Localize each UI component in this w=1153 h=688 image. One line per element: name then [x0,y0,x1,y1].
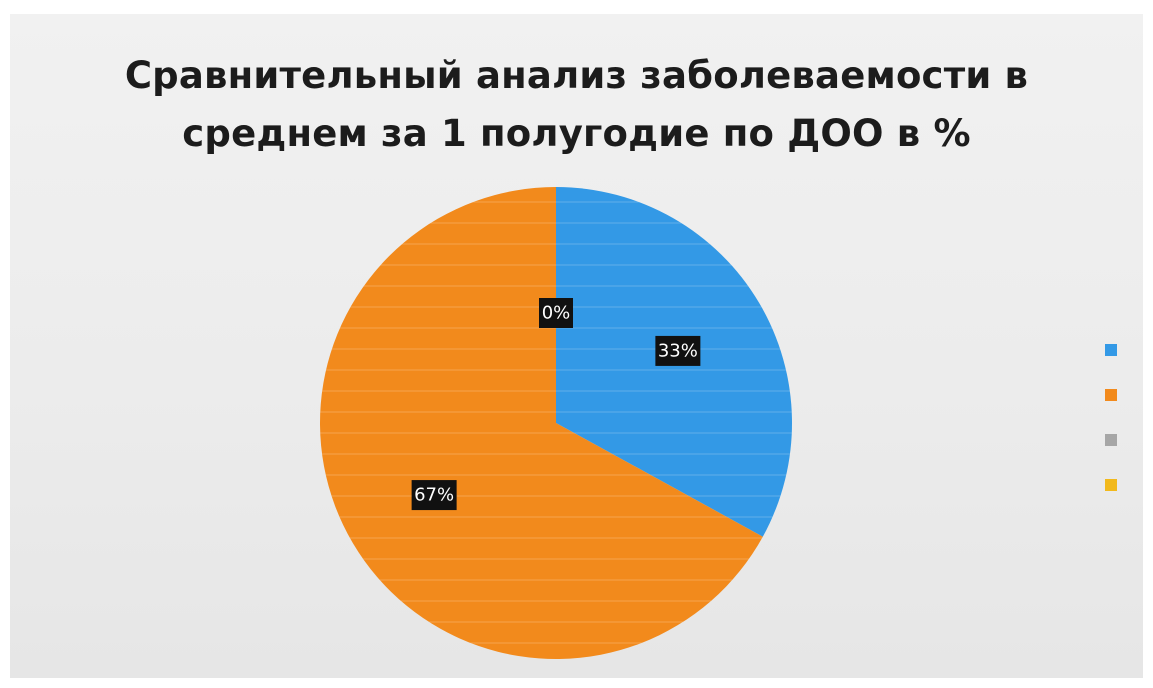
svg-text:67%: 67% [414,485,454,506]
svg-text:33%: 33% [658,340,698,361]
chart-title-line-2: среднем за 1 полугодие по ДОО в % [182,112,971,155]
pie-chart: 33% 67% 0% [319,187,792,660]
data-label-3: 0% [539,298,573,328]
legend [1105,344,1125,524]
legend-swatch-4 [1105,479,1117,491]
legend-swatch-2 [1105,389,1117,401]
legend-swatch-3 [1105,434,1117,446]
chart-area: Сравнительный анализ заболеваемости в ср… [10,14,1143,678]
svg-text:0%: 0% [542,303,571,324]
data-label-2: 67% [411,480,457,511]
data-label-1: 33% [655,335,701,366]
pie-slice-texture-2 [319,187,763,660]
chart-title-line-1: Сравнительный анализ заболеваемости в [124,54,1029,97]
legend-swatch-1 [1105,344,1117,356]
